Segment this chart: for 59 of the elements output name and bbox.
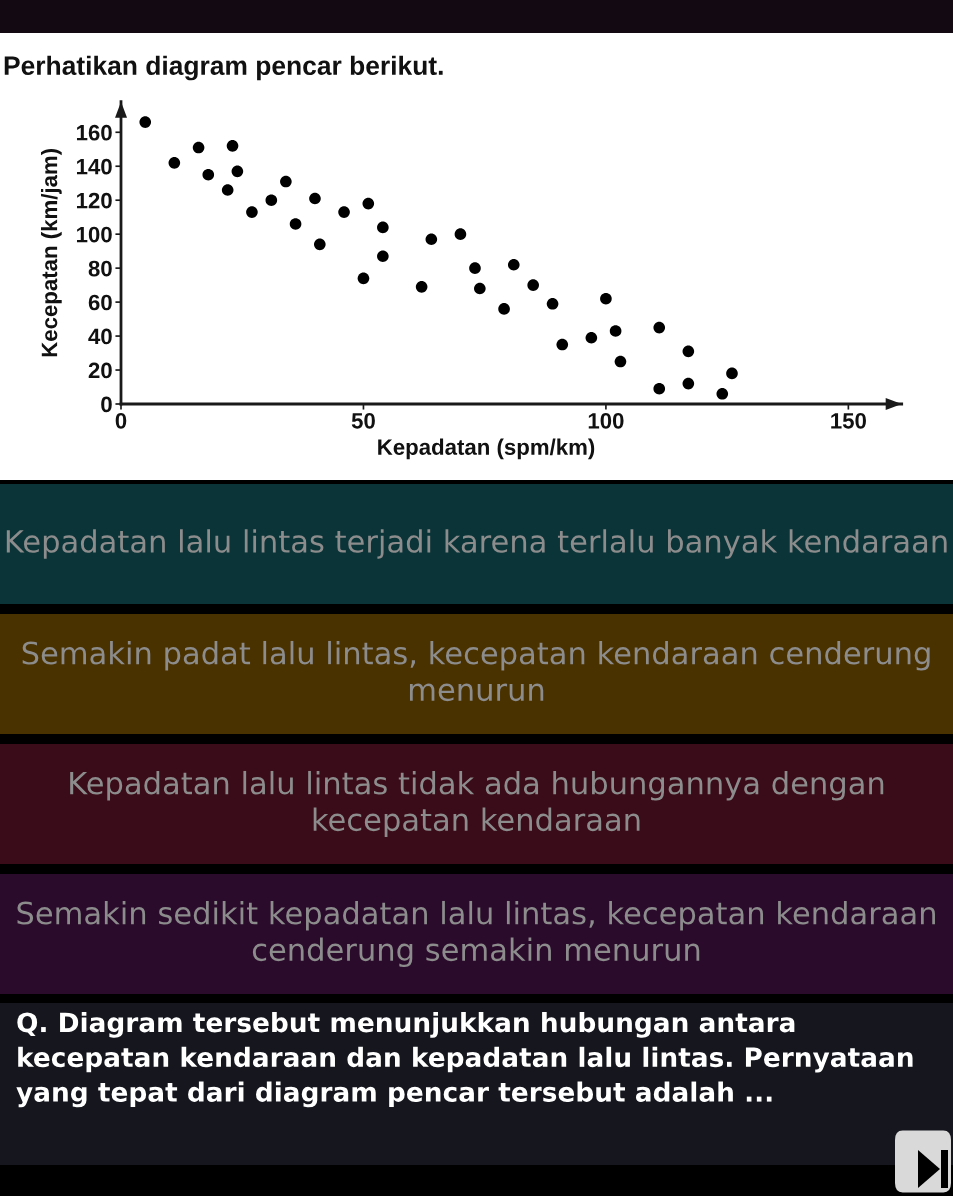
point <box>231 165 244 178</box>
point <box>507 258 520 271</box>
chart-title: Perhatikan diagram pencar berikut. <box>4 55 443 81</box>
x-tick-label: 0 <box>115 412 127 429</box>
point <box>168 157 181 169</box>
point <box>546 297 559 310</box>
y-tick-label: 80 <box>88 260 112 277</box>
point <box>454 228 467 240</box>
point <box>716 388 729 400</box>
point <box>202 168 215 181</box>
point <box>265 194 278 207</box>
point <box>362 197 375 210</box>
text: Semakin padat lalu lintas, kecepatan kendaraan cenderung menurun <box>22 640 930 702</box>
y-tick-label: 0 <box>101 396 112 413</box>
point <box>309 192 321 205</box>
y-tick-label: 40 <box>88 328 112 345</box>
text: Semakin sedikit kepadatan lalu lintas, kecepatan kendaraan cenderung semakin menurun <box>17 900 935 968</box>
point <box>425 233 438 246</box>
text: Q. Diagram tersebut menunjukkan hubungan antara kecepatan kendaraan dan kepadatan lalu lintas. Pernyataan yang tepat dari diagram pencar tersebut adalah ... <box>16 1012 913 1108</box>
x-tick-label: 50 <box>351 412 375 429</box>
y-axis-title: Kecepatan (km/jam) <box>40 148 62 357</box>
point <box>192 141 205 154</box>
point <box>614 355 627 368</box>
point <box>653 321 666 334</box>
point <box>357 272 370 285</box>
point <box>653 382 666 395</box>
point <box>585 331 598 344</box>
y-tick-label: 20 <box>88 362 112 379</box>
y-tick-label: 60 <box>88 294 112 311</box>
y-tick-label: 120 <box>76 192 112 209</box>
point <box>498 303 510 315</box>
point <box>415 281 428 293</box>
x-tick-label: 100 <box>588 412 624 429</box>
text: Kepadatan lalu lintas tidak ada hubungannya dengan kecepatan kendaraan <box>70 770 884 838</box>
point <box>474 282 486 295</box>
point <box>338 206 350 218</box>
point <box>527 279 539 291</box>
point <box>139 116 152 128</box>
point <box>226 140 239 152</box>
y-tick-label: 160 <box>76 124 112 141</box>
point <box>377 221 389 234</box>
point <box>556 338 569 351</box>
point <box>469 262 481 274</box>
point <box>377 250 389 263</box>
x-tick-label: 150 <box>831 412 866 429</box>
point <box>682 345 695 358</box>
point <box>246 206 258 218</box>
y-tick-label: 100 <box>76 226 112 243</box>
point <box>314 238 326 251</box>
point <box>221 184 234 196</box>
x-axis-title: Kepadatan (spm/km) <box>378 438 595 460</box>
point <box>280 175 292 188</box>
point <box>289 218 302 230</box>
point <box>682 377 695 390</box>
point <box>600 292 612 305</box>
point <box>609 325 622 337</box>
y-tick-label: 140 <box>76 158 112 175</box>
text: Kepadatan lalu lintas terjadi karena terlalu banyak kendaraan <box>6 529 947 559</box>
point <box>726 367 738 380</box>
